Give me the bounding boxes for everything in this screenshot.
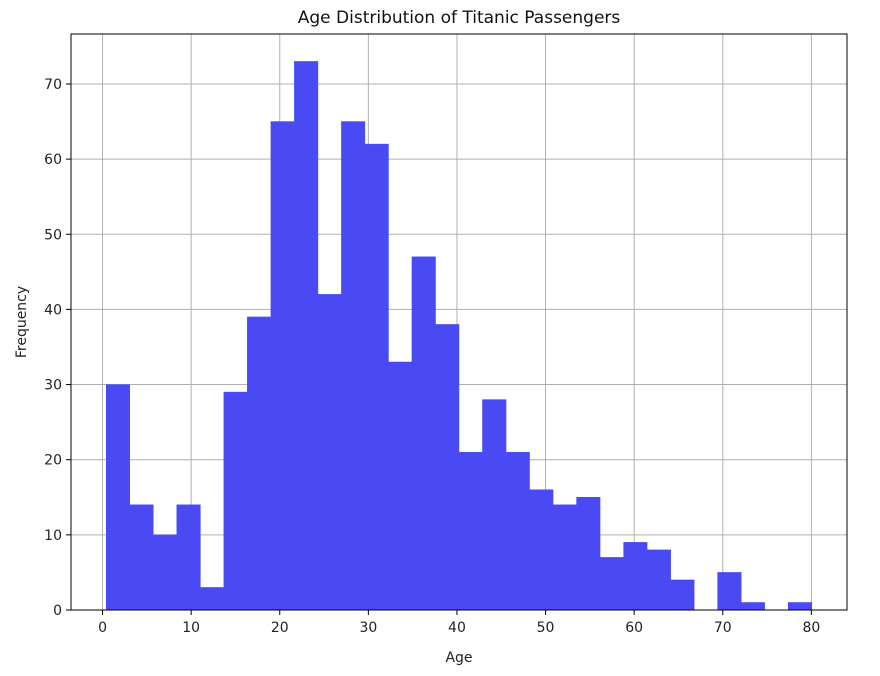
x-tick-label: 60 bbox=[625, 620, 643, 636]
y-tick-label: 40 bbox=[44, 302, 62, 318]
histogram-bar bbox=[153, 534, 178, 611]
x-tick-label: 20 bbox=[271, 620, 289, 636]
histogram-bar bbox=[411, 256, 436, 611]
histogram-bar bbox=[529, 489, 554, 611]
x-tick-label: 30 bbox=[359, 620, 377, 636]
histogram-bar bbox=[247, 316, 272, 611]
histogram-bar bbox=[106, 384, 130, 611]
y-tick-label: 0 bbox=[53, 603, 62, 619]
x-tick-label: 80 bbox=[802, 620, 820, 636]
histogram-bar bbox=[176, 504, 201, 611]
histogram-bar bbox=[599, 557, 624, 611]
histogram-bar bbox=[435, 324, 460, 611]
histogram-bar bbox=[458, 451, 483, 611]
histogram-bar bbox=[223, 391, 248, 611]
plot-frame bbox=[70, 33, 848, 611]
histogram-bar bbox=[552, 504, 577, 611]
histogram-bar bbox=[388, 361, 413, 611]
x-tick-label: 70 bbox=[714, 620, 732, 636]
histogram-bars bbox=[106, 61, 812, 611]
x-tick-label: 10 bbox=[182, 620, 200, 636]
x-tick-label: 40 bbox=[448, 620, 466, 636]
histogram-bar bbox=[670, 579, 695, 611]
chart-title: Age Distribution of Titanic Passengers bbox=[298, 8, 621, 28]
y-tick-label: 60 bbox=[44, 152, 62, 168]
histogram-bar bbox=[341, 121, 366, 611]
histogram-bar bbox=[294, 61, 319, 611]
y-tick-label: 50 bbox=[44, 227, 62, 243]
histogram-bar bbox=[129, 504, 154, 611]
histogram-bar bbox=[576, 497, 601, 611]
histogram-bar bbox=[317, 294, 342, 611]
y-axis-label: Frequency bbox=[14, 286, 30, 358]
histogram-bar bbox=[505, 451, 530, 611]
y-axis-ticks: 0 10 20 30 40 50 60 70 bbox=[44, 77, 71, 619]
histogram-bar bbox=[646, 549, 671, 611]
y-tick-label: 70 bbox=[44, 77, 62, 93]
histogram-bar bbox=[788, 602, 812, 611]
x-tick-label: 0 bbox=[98, 620, 107, 636]
y-tick-label: 10 bbox=[44, 528, 62, 544]
histogram-bar bbox=[200, 587, 225, 611]
x-axis-label: Age bbox=[445, 650, 472, 666]
histogram-bar bbox=[740, 602, 765, 611]
x-axis-ticks: 0 10 20 30 40 50 60 70 80 bbox=[98, 610, 820, 636]
histogram-bar bbox=[623, 542, 648, 611]
y-tick-label: 20 bbox=[44, 453, 62, 469]
histogram-bar bbox=[270, 121, 295, 611]
histogram-bar bbox=[482, 399, 507, 611]
histogram-bar bbox=[364, 143, 389, 611]
x-tick-label: 50 bbox=[537, 620, 555, 636]
histogram-bar bbox=[717, 572, 742, 611]
y-tick-label: 30 bbox=[44, 378, 62, 394]
